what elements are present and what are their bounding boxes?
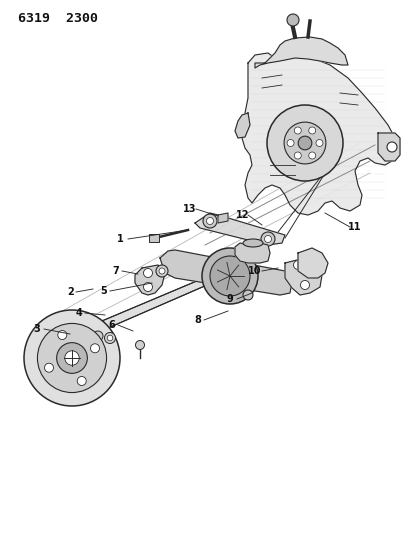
Text: 12: 12 [236, 210, 250, 220]
Text: 10: 10 [248, 266, 262, 276]
Circle shape [261, 232, 275, 246]
Text: 5: 5 [101, 286, 107, 296]
Polygon shape [195, 213, 285, 245]
Circle shape [57, 343, 87, 373]
FancyBboxPatch shape [149, 234, 159, 242]
Circle shape [206, 217, 213, 224]
Circle shape [293, 261, 302, 270]
Text: 6319  2300: 6319 2300 [18, 12, 98, 25]
Circle shape [144, 282, 153, 292]
Text: 7: 7 [113, 266, 120, 276]
Circle shape [44, 363, 53, 372]
Text: 1: 1 [117, 234, 123, 244]
Polygon shape [218, 213, 228, 223]
Ellipse shape [243, 239, 263, 247]
Circle shape [243, 290, 253, 300]
Circle shape [159, 268, 165, 274]
Circle shape [210, 256, 250, 296]
Circle shape [104, 333, 115, 343]
Polygon shape [378, 133, 400, 161]
Circle shape [135, 341, 144, 350]
Polygon shape [160, 250, 292, 295]
Circle shape [202, 248, 258, 304]
Circle shape [58, 330, 67, 340]
Circle shape [65, 351, 79, 365]
Circle shape [156, 265, 168, 277]
Text: 9: 9 [226, 294, 233, 304]
Polygon shape [242, 53, 398, 215]
Polygon shape [255, 37, 348, 68]
Text: 3: 3 [33, 324, 40, 334]
Text: 6: 6 [109, 320, 115, 330]
Polygon shape [235, 113, 250, 138]
Text: 8: 8 [195, 315, 202, 325]
Circle shape [38, 324, 106, 393]
Circle shape [24, 310, 120, 406]
Circle shape [284, 122, 326, 164]
Circle shape [287, 140, 294, 147]
Circle shape [91, 344, 100, 353]
Circle shape [298, 136, 312, 150]
Text: 13: 13 [183, 204, 197, 214]
Circle shape [287, 14, 299, 26]
Circle shape [387, 142, 397, 152]
Circle shape [107, 335, 113, 341]
Circle shape [316, 140, 323, 147]
Text: 11: 11 [348, 222, 362, 232]
Polygon shape [85, 267, 230, 338]
Circle shape [294, 152, 301, 159]
Circle shape [77, 376, 86, 385]
Circle shape [309, 127, 316, 134]
Circle shape [203, 214, 217, 228]
Polygon shape [235, 243, 270, 263]
Circle shape [264, 236, 271, 243]
Text: 2: 2 [68, 287, 74, 297]
Circle shape [144, 269, 153, 278]
Polygon shape [285, 258, 322, 295]
Polygon shape [135, 265, 165, 295]
Circle shape [309, 152, 316, 159]
Circle shape [93, 331, 103, 341]
Text: 4: 4 [75, 308, 82, 318]
Polygon shape [298, 248, 328, 278]
Circle shape [301, 280, 310, 289]
Circle shape [267, 105, 343, 181]
Circle shape [294, 127, 301, 134]
